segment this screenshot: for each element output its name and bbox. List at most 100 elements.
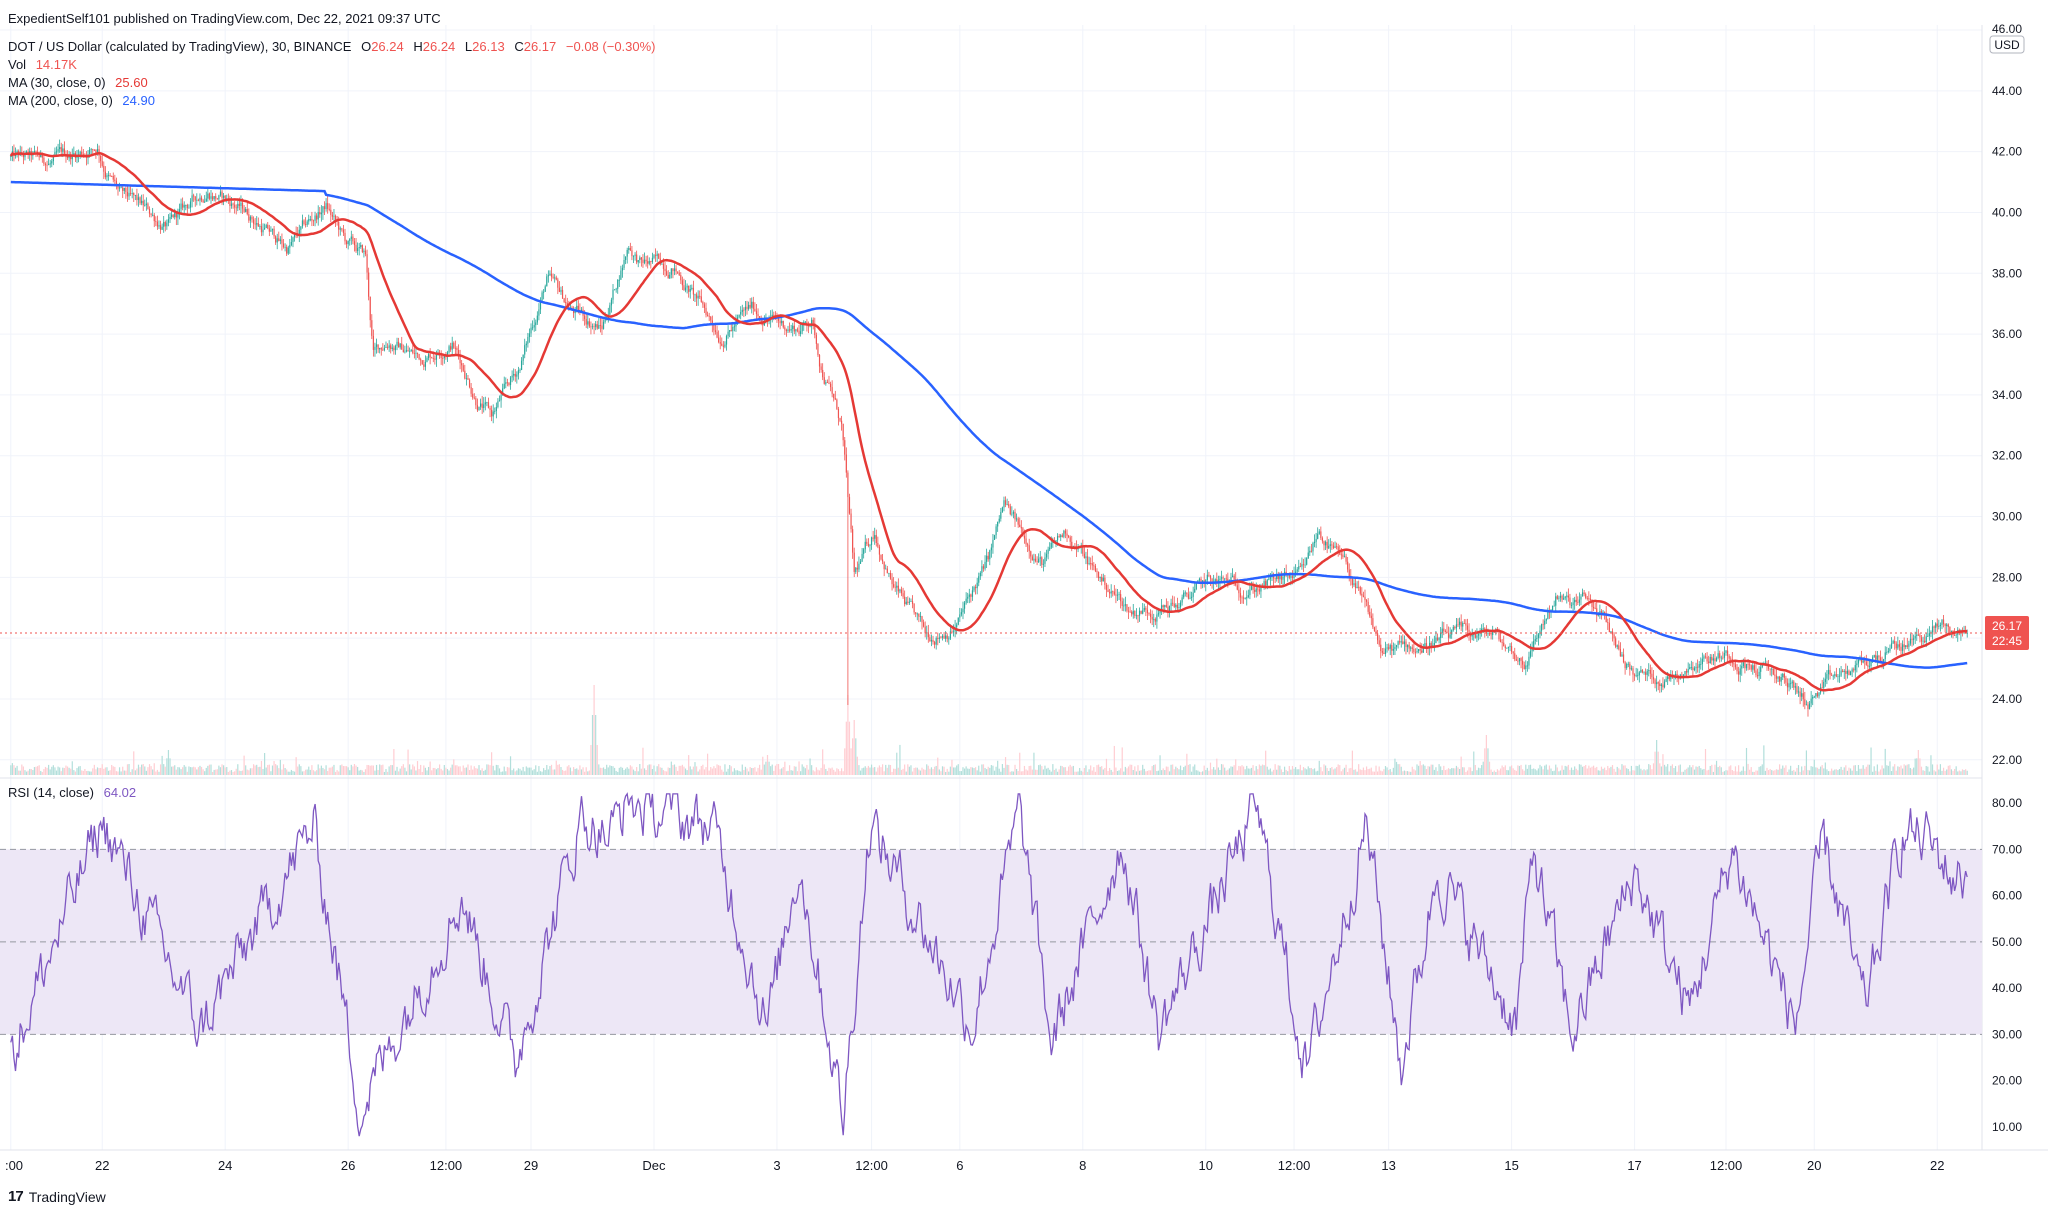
candle-body — [741, 309, 743, 313]
candle-body — [1627, 663, 1629, 665]
candle-body — [863, 549, 865, 554]
volume-bar — [1499, 768, 1502, 775]
candle-body — [1265, 581, 1267, 586]
volume-bar — [957, 764, 959, 775]
volume-bar — [1774, 770, 1776, 775]
volume-bar — [152, 769, 154, 775]
volume-bar — [163, 764, 165, 775]
volume-bar — [978, 765, 980, 775]
volume-bar — [1733, 771, 1735, 775]
volume-bar — [1816, 767, 1819, 775]
price-axis[interactable]: 22.0024.0026.0028.0030.0032.0034.0036.00… — [1992, 22, 2022, 767]
candle-body — [1109, 592, 1111, 594]
volume-bar — [1868, 764, 1871, 775]
volume-bar — [845, 721, 847, 775]
candle-body — [839, 418, 841, 421]
volume-bar — [1214, 769, 1216, 775]
candle-body — [908, 601, 910, 603]
volume-bar — [1652, 763, 1655, 775]
volume-bar — [1883, 768, 1885, 775]
candle-body — [319, 212, 321, 215]
candle-body — [1730, 658, 1732, 660]
candle-body — [1353, 583, 1355, 585]
candle-body — [855, 567, 857, 572]
candle-body — [137, 197, 140, 201]
volume-bar — [1908, 764, 1910, 775]
candle-body — [1711, 656, 1713, 661]
candle-body — [1804, 699, 1806, 705]
candle-body — [1194, 588, 1196, 593]
rsi-tick-label: 80.00 — [1992, 796, 2022, 810]
volume-bar — [1097, 764, 1100, 775]
volume-bar — [1326, 768, 1328, 775]
ma200-legend[interactable]: MA (200, close, 0) 24.90 — [8, 92, 155, 110]
candlesticks[interactable] — [10, 139, 1968, 717]
volume-bar — [1819, 766, 1822, 775]
candle-body — [1220, 577, 1223, 579]
volume-bar — [440, 768, 442, 775]
volume-bar — [11, 763, 13, 775]
candle-body — [298, 229, 300, 236]
symbol-legend[interactable]: DOT / US Dollar (calculated by TradingVi… — [8, 38, 656, 56]
candle-body — [1463, 623, 1465, 624]
rsi-legend[interactable]: RSI (14, close) 64.02 — [8, 784, 136, 802]
volume-bar — [1014, 764, 1016, 775]
candle-body — [1586, 597, 1588, 599]
time-axis[interactable]: :00 22 24 26 12:00 29 Dec 3 12:00 6 8 10 12:00 13 15 17… — [5, 1158, 1945, 1173]
volume-bar — [735, 770, 737, 775]
candle-body — [52, 156, 54, 162]
volume-bar — [577, 769, 579, 775]
volume-bar — [1400, 766, 1402, 775]
volume-bar — [812, 770, 814, 775]
candle-body — [795, 329, 797, 332]
volume-bar — [1306, 769, 1308, 775]
candle-body — [997, 521, 999, 527]
ma30-legend[interactable]: MA (30, close, 0) 25.60 — [8, 74, 148, 92]
candle-body — [1113, 591, 1115, 595]
candle-body — [1408, 644, 1410, 649]
volume-bar — [454, 765, 456, 775]
volume-bar — [1304, 768, 1306, 775]
candle-body — [956, 624, 958, 628]
volume-bar — [811, 765, 813, 775]
candle-body — [287, 247, 289, 254]
volume-bar — [1440, 766, 1442, 775]
candle-body — [1840, 670, 1842, 676]
volume-bar — [1596, 766, 1598, 775]
volume-bar — [647, 765, 649, 775]
volume-bar — [144, 766, 146, 775]
candle-body — [172, 214, 174, 218]
candle-body — [1477, 634, 1480, 636]
volume-bar — [848, 721, 851, 775]
volume-bar — [852, 738, 854, 775]
candle-body — [979, 572, 981, 577]
volume-bar — [1034, 769, 1037, 775]
tradingview-logo[interactable]: 17 TradingView — [8, 1188, 106, 1205]
volume-bar — [708, 770, 710, 775]
candle-body — [51, 161, 53, 164]
candle-body — [1487, 633, 1489, 635]
candle-body — [357, 248, 359, 252]
volume-bar — [1829, 771, 1831, 775]
volume-bar — [736, 770, 739, 775]
currency-badge[interactable]: USD — [1989, 35, 2025, 54]
vol-legend[interactable]: Vol 14.17K — [8, 56, 77, 74]
volume-bar — [202, 769, 204, 775]
volume-bar — [945, 771, 947, 775]
volume-bar — [1842, 769, 1844, 775]
candle-body — [467, 378, 469, 380]
candle-body — [1526, 665, 1528, 667]
volume-bar — [169, 758, 171, 775]
volume-bar — [610, 765, 613, 775]
volume-bar — [1556, 767, 1558, 775]
volume-bar — [54, 767, 56, 775]
volume-bar — [1961, 769, 1964, 775]
volume-bar — [883, 771, 885, 775]
volume-bar — [859, 770, 862, 775]
volume-bar — [1454, 768, 1456, 775]
volume-bar — [93, 764, 95, 775]
volume-bar — [396, 766, 398, 775]
candle-body — [1801, 693, 1803, 697]
